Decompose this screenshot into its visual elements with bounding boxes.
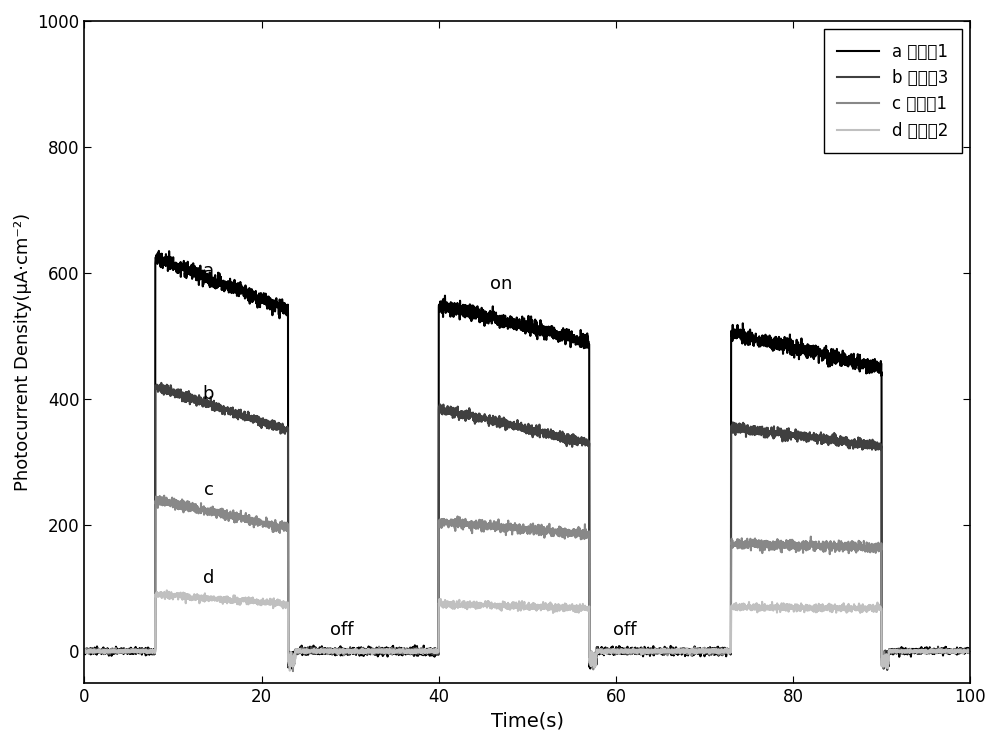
d 对比例2 — [284, 666, 296, 675]
b 对比例3 — [881, 666, 893, 675]
Text: b: b — [203, 385, 214, 403]
c 对比例1 — [901, 649, 913, 658]
d 对比例2 — [691, 647, 703, 655]
b 对比例3 — [155, 379, 167, 388]
a 实施例1 — [252, 291, 264, 300]
d 对比例2 — [878, 661, 890, 670]
b 对比例3 — [252, 420, 264, 429]
Y-axis label: Photocurrent Density(μA·cm⁻²): Photocurrent Density(μA·cm⁻²) — [14, 213, 32, 491]
a 实施例1 — [907, 647, 919, 656]
b 对比例3 — [901, 646, 913, 655]
d 对比例2 — [964, 647, 976, 655]
c 对比例1 — [158, 491, 170, 500]
d 对比例2 — [78, 647, 90, 656]
c 对比例1 — [878, 660, 890, 669]
c 对比例1 — [252, 516, 264, 525]
c 对比例1 — [964, 647, 976, 655]
Line: b 对比例3: b 对比例3 — [84, 383, 970, 670]
c 对比例1 — [287, 667, 299, 676]
Text: a: a — [203, 262, 214, 280]
Text: off: off — [330, 621, 353, 639]
Legend: a 实施例1, b 对比例3, c 对比例1, d 对比例2: a 实施例1, b 对比例3, c 对比例1, d 对比例2 — [824, 29, 962, 153]
Line: d 对比例2: d 对比例2 — [84, 591, 970, 670]
b 对比例3 — [964, 648, 976, 657]
Text: d: d — [203, 569, 214, 587]
a 实施例1 — [153, 246, 165, 255]
a 实施例1 — [78, 648, 90, 657]
c 对比例1 — [506, 525, 518, 533]
c 对比例1 — [78, 647, 90, 656]
b 对比例3 — [78, 647, 90, 656]
a 实施例1 — [691, 644, 703, 653]
d 对比例2 — [252, 600, 264, 609]
a 实施例1 — [506, 316, 518, 325]
Line: a 实施例1: a 实施例1 — [84, 251, 970, 669]
a 实施例1 — [285, 664, 297, 673]
a 实施例1 — [901, 647, 913, 655]
d 对比例2 — [506, 598, 518, 607]
c 对比例1 — [907, 647, 919, 656]
c 对比例1 — [691, 646, 703, 655]
Text: c: c — [204, 481, 213, 499]
a 实施例1 — [964, 647, 976, 655]
X-axis label: Time(s): Time(s) — [491, 711, 564, 730]
d 对比例2 — [901, 646, 913, 655]
b 对比例3 — [877, 655, 889, 664]
d 对比例2 — [161, 586, 173, 595]
a 实施例1 — [878, 661, 890, 670]
b 对比例3 — [506, 418, 518, 427]
Text: on: on — [490, 275, 512, 292]
Line: c 对比例1: c 对比例1 — [84, 496, 970, 671]
b 对比例3 — [907, 648, 919, 657]
d 对比例2 — [907, 647, 919, 655]
b 对比例3 — [691, 648, 703, 657]
Text: off: off — [613, 621, 637, 639]
